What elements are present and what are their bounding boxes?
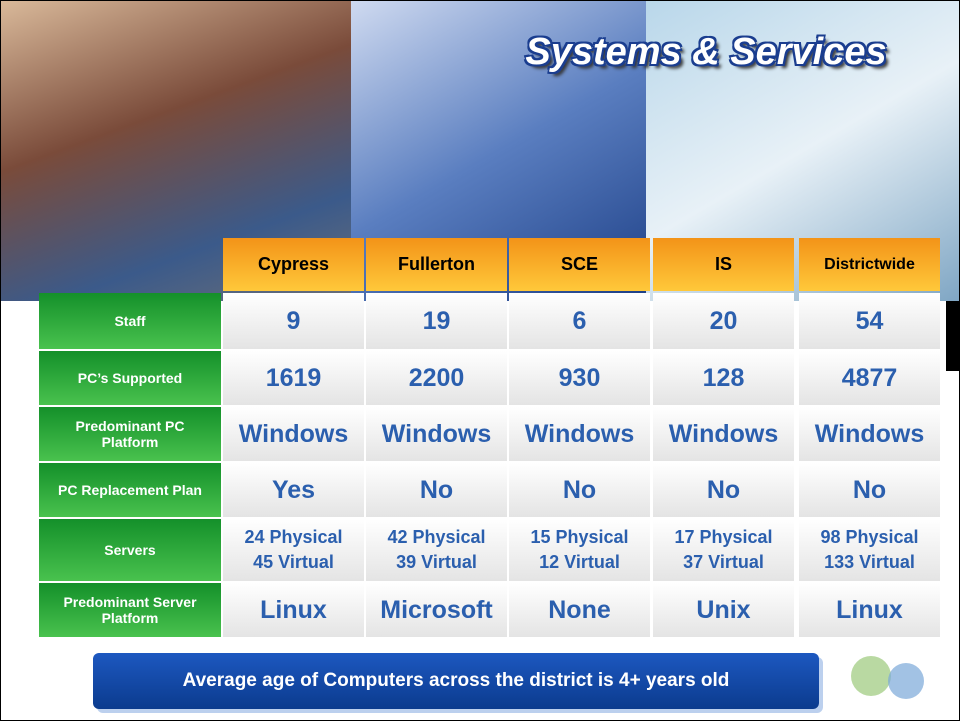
column-header: Districtwide <box>799 238 940 291</box>
cell: Windows <box>366 407 507 461</box>
row-label: Staff <box>39 293 221 349</box>
column-header: Cypress <box>223 238 364 291</box>
cell-text: 12 Virtual <box>539 552 620 572</box>
cell: No <box>799 463 940 517</box>
cell-text: 42 Physical <box>387 527 486 547</box>
cell-text: 15 Physical <box>530 527 629 547</box>
cell: 1619 <box>223 351 364 405</box>
cell: Linux <box>223 583 364 637</box>
cell-text: 24 Physical <box>244 527 343 547</box>
cell: Linux <box>799 583 940 637</box>
column-header: IS <box>653 238 794 291</box>
cell: 98 Physical 133 Virtual <box>799 519 940 581</box>
cell: 42 Physical 39 Virtual <box>366 519 507 581</box>
row-label: PC Replacement Plan <box>39 463 221 517</box>
cell: No <box>653 463 794 517</box>
row-label: Servers <box>39 519 221 581</box>
cell: Unix <box>653 583 794 637</box>
cell-text: 39 Virtual <box>396 552 477 572</box>
cell-text: 17 Physical <box>674 527 773 547</box>
cell: 128 <box>653 351 794 405</box>
row-label: Predominant PC Platform <box>39 407 221 461</box>
cell: Microsoft <box>366 583 507 637</box>
cell: 930 <box>509 351 650 405</box>
cell: 20 <box>653 293 794 349</box>
edge-bar <box>946 301 959 371</box>
footer-note: Average age of Computers across the dist… <box>93 653 819 709</box>
cell: Yes <box>223 463 364 517</box>
cell: No <box>366 463 507 517</box>
cell-text: 37 Virtual <box>683 552 764 572</box>
cell: 15 Physical 12 Virtual <box>509 519 650 581</box>
cell: Windows <box>223 407 364 461</box>
logo <box>851 656 924 699</box>
cell: 54 <box>799 293 940 349</box>
column-header: Fullerton <box>366 238 507 291</box>
cell: 19 <box>366 293 507 349</box>
cell: 2200 <box>366 351 507 405</box>
cell: 4877 <box>799 351 940 405</box>
cell-text: 98 Physical <box>820 527 919 547</box>
row-label: Predominant Server Platform <box>39 583 221 637</box>
cell: Windows <box>509 407 650 461</box>
column-header: SCE <box>509 238 650 291</box>
cell: None <box>509 583 650 637</box>
cell: 9 <box>223 293 364 349</box>
cell: Windows <box>799 407 940 461</box>
cell: 24 Physical 45 Virtual <box>223 519 364 581</box>
cell: Windows <box>653 407 794 461</box>
row-label: PC’s Supported <box>39 351 221 405</box>
cell: No <box>509 463 650 517</box>
cell: 17 Physical 37 Virtual <box>653 519 794 581</box>
cell-text: 133 Virtual <box>824 552 915 572</box>
title: Systems & Services <box>525 31 887 73</box>
cell-text: 45 Virtual <box>253 552 334 572</box>
cell: 6 <box>509 293 650 349</box>
